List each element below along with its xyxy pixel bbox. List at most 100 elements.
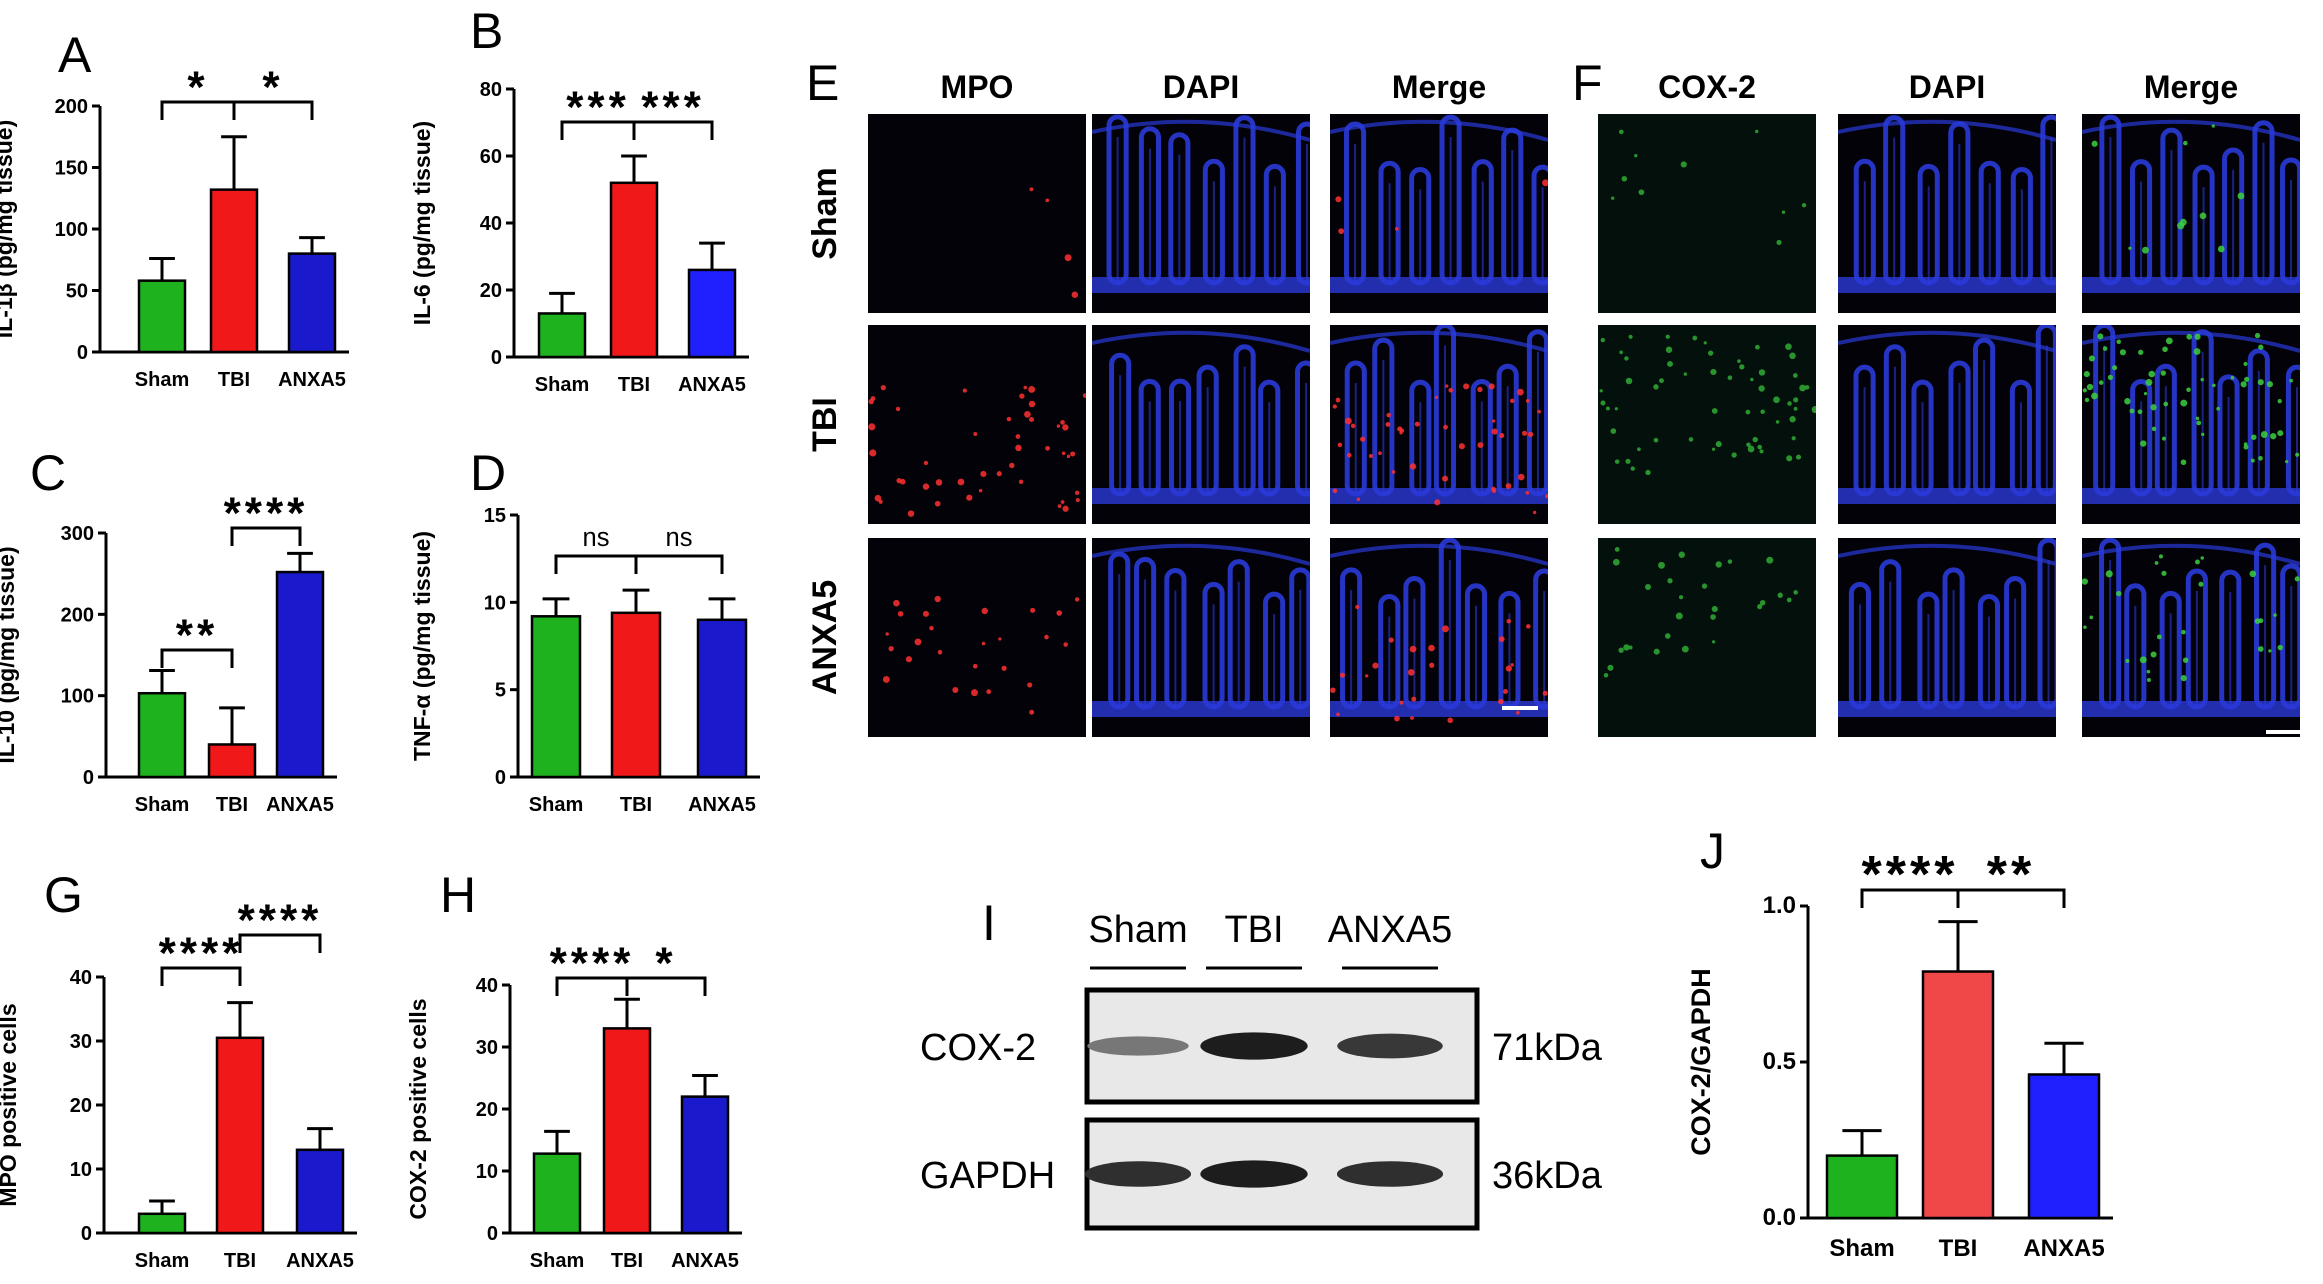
protein-band (1084, 1161, 1192, 1187)
positive-cell (1429, 662, 1435, 668)
micrograph-tile (1598, 538, 1816, 737)
positive-cell (1766, 556, 1774, 564)
positive-cell (1027, 682, 1033, 688)
positive-cell (996, 471, 1002, 477)
band-label: GAPDH (920, 1155, 1055, 1197)
positive-cell (1624, 356, 1629, 361)
y-tick-label: 20 (70, 1095, 92, 1117)
positive-cell (1061, 451, 1066, 456)
bar-anxa5 (295, 1148, 345, 1235)
y-tick-label: 20 (476, 1099, 498, 1121)
positive-cell (1443, 424, 1448, 430)
y-tick-label: 0 (81, 1223, 92, 1245)
positive-cell (1082, 393, 1086, 398)
significance-label: * (262, 63, 283, 112)
crypt-band (1838, 488, 2056, 504)
positive-cell (1665, 334, 1670, 339)
positive-cell (1775, 420, 1780, 424)
y-axis-label: IL-10 (pg/mg tissue) (0, 546, 19, 763)
positive-cell (2146, 677, 2151, 682)
positive-cell (2200, 556, 2204, 560)
y-tick-label: 300 (61, 523, 94, 545)
micrograph-grid-e: E MPO DAPI Merge Sham TBI ANXA5 (806, 55, 1548, 737)
y-tick-label: 200 (55, 96, 88, 118)
y-tick-label: 150 (55, 158, 88, 180)
positive-cell (1394, 226, 1399, 231)
positive-cell (914, 638, 922, 646)
positive-cell (1344, 417, 1352, 425)
tissue-structure (1092, 330, 1310, 504)
x-tick-label: Sham (530, 1250, 584, 1272)
y-tick-label: 40 (70, 967, 92, 989)
positive-cell (1786, 597, 1792, 603)
bar-anxa5 (687, 268, 737, 359)
crypt-band (1092, 701, 1310, 717)
positive-cell (1409, 463, 1417, 470)
positive-cell (980, 470, 987, 478)
x-tick-label: TBI (611, 1250, 643, 1272)
bar-tbi (215, 1036, 265, 1235)
mucosa-edge (1838, 330, 2056, 353)
x-tick-label: Sham (535, 374, 589, 396)
positive-cell (2186, 333, 2193, 340)
bar-tbi (207, 743, 257, 779)
positive-cell (2268, 649, 2272, 653)
positive-cell (2201, 432, 2205, 437)
positive-cell (2260, 431, 2268, 438)
bar-sham (532, 1152, 582, 1235)
positive-cell (922, 610, 929, 617)
positive-cell (2181, 629, 2186, 635)
positive-cell (2243, 442, 2248, 446)
positive-cell (998, 637, 1002, 641)
positive-cell (935, 479, 943, 486)
positive-cell (1801, 203, 1807, 208)
positive-cell (2102, 346, 2108, 351)
positive-cell (1710, 368, 1717, 376)
positive-cell (2148, 370, 2156, 378)
significance-label: **** (224, 489, 309, 538)
column-header: MPO (941, 69, 1014, 105)
positive-cell (1618, 647, 1624, 653)
panel-letter: A (58, 27, 92, 83)
positive-cell (1517, 388, 1524, 396)
positive-cell (2257, 646, 2264, 652)
positive-cell (1610, 196, 1615, 200)
positive-cell (1644, 584, 1651, 591)
protein-band (1337, 1033, 1443, 1059)
positive-cell (1760, 409, 1765, 415)
significance-bracket (625, 976, 707, 996)
positive-cell (2285, 460, 2289, 464)
green-background (1598, 325, 1816, 524)
crypt-band (2082, 701, 2300, 717)
positive-cell (2196, 420, 2202, 426)
positive-cell (1516, 710, 1520, 715)
positive-cell (1667, 361, 1673, 367)
bar-sham (1825, 1154, 1899, 1220)
x-tick-label: TBI (620, 794, 652, 816)
chart-panel-a: A 0 50 100 150 200 IL-1β (pg/mg tissue) Sham TBI… (0, 27, 349, 391)
positive-cell (1510, 663, 1514, 667)
positive-cell (2216, 406, 2220, 411)
significance-bracket (1956, 888, 2066, 908)
positive-cell (1001, 665, 1007, 671)
positive-cell (2137, 409, 2143, 415)
y-tick-label: 80 (480, 79, 502, 101)
positive-cell (2250, 458, 2255, 463)
y-axis-label: COX-2 positive cells (405, 998, 431, 1219)
positive-cell (937, 649, 943, 655)
positive-cell (1527, 431, 1534, 438)
positive-cell (1618, 129, 1624, 135)
x-tick-label: ANXA5 (2023, 1235, 2104, 1262)
positive-cell (1391, 470, 1396, 474)
positive-cell (2160, 370, 2166, 376)
positive-cell (1757, 604, 1763, 610)
positive-cell (1498, 698, 1504, 705)
positive-cell (1346, 452, 1352, 458)
positive-cell (1386, 412, 1391, 418)
positive-cell (2150, 404, 2157, 411)
positive-cell (1332, 404, 1337, 409)
panel-letter: F (1572, 55, 1603, 111)
western-blot-panel: I Sham TBI ANXA5 COX-2 71kDa GAPDH 36kDa (920, 895, 1603, 1231)
positive-cell (1356, 497, 1361, 502)
